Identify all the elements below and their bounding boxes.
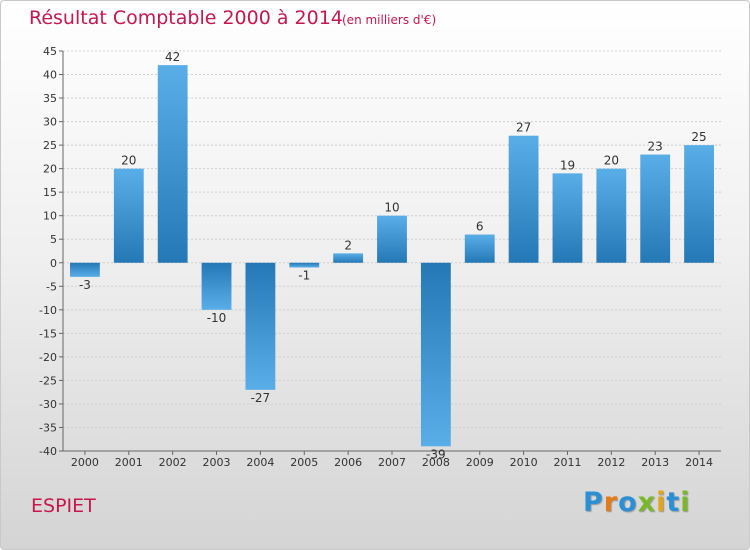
data-label: 6 [476,220,484,234]
x-tick-label: 2002 [159,456,187,469]
data-label: 25 [691,130,706,144]
y-tick-label: -25 [39,374,57,387]
data-label: -10 [207,311,227,325]
data-label: -27 [251,391,271,405]
bar [70,262,100,277]
y-tick-label: -5 [46,280,57,293]
data-label: 2 [344,238,352,252]
y-tick-label: -10 [39,304,57,317]
data-label: -1 [298,268,310,282]
x-tick-label: 2009 [466,456,494,469]
bar [377,215,407,263]
logo-letter: i [656,487,667,518]
logo-letter: r [603,487,619,518]
x-tick-label: 2007 [378,456,406,469]
logo-letter: t [666,487,681,518]
y-tick-label: -35 [39,421,57,434]
bar [684,145,714,263]
y-tick-label: 5 [50,233,57,246]
data-label: 42 [165,50,180,64]
y-tick-label: 30 [43,116,57,129]
x-tick-label: 2006 [334,456,362,469]
chart-subtitle: (en milliers d'€) [342,13,437,27]
y-tick-label: -15 [39,327,57,340]
logo-letter: i [680,487,691,518]
y-tick-label: 15 [43,186,57,199]
bar [464,234,495,263]
bar [289,262,320,268]
y-tick-label: 25 [43,139,57,152]
bar [157,65,188,263]
y-tick-label: 35 [43,92,57,105]
y-tick-label: -20 [39,351,57,364]
x-tick-label: 2014 [685,456,713,469]
y-tick-label: 20 [43,163,57,176]
data-label: 10 [384,201,399,215]
logo-letter: P [583,487,604,518]
bar [552,173,583,263]
x-tick-label: 2005 [290,456,318,469]
proxiti-logo[interactable]: Proxiti [583,487,691,518]
y-tick-label: 10 [43,210,57,223]
data-label: 19 [560,158,575,172]
x-tick-label: 2013 [641,456,669,469]
y-tick-label: -40 [39,445,57,458]
logo-letter: x [637,487,657,518]
x-tick-label: 2001 [115,456,143,469]
data-label: 27 [516,121,531,135]
data-label: -3 [79,278,91,292]
bar [420,262,451,447]
x-tick-label: 2003 [203,456,231,469]
bar [245,262,276,390]
data-label: 23 [648,140,663,154]
bar [113,168,144,263]
bar [201,262,232,310]
bar [333,253,364,263]
data-label: 20 [604,154,619,168]
bar [508,135,539,263]
bar [640,154,671,263]
x-tick-label: 2004 [246,456,274,469]
y-tick-label: -30 [39,398,57,411]
y-tick-label: 0 [50,257,57,270]
y-tick-label: 45 [43,45,57,58]
x-tick-label: 2011 [553,456,581,469]
x-tick-label: 2012 [597,456,625,469]
x-tick-label: 2008 [422,456,450,469]
bar [596,168,627,263]
data-label: 20 [121,154,136,168]
x-tick-label: 2010 [510,456,538,469]
x-tick-label: 2000 [71,456,99,469]
commune-name: ESPIET [31,495,96,517]
logo-letter: o [618,487,638,518]
chart-title: Résultat Comptable 2000 à 2014 [29,7,343,29]
y-tick-label: 40 [43,69,57,82]
